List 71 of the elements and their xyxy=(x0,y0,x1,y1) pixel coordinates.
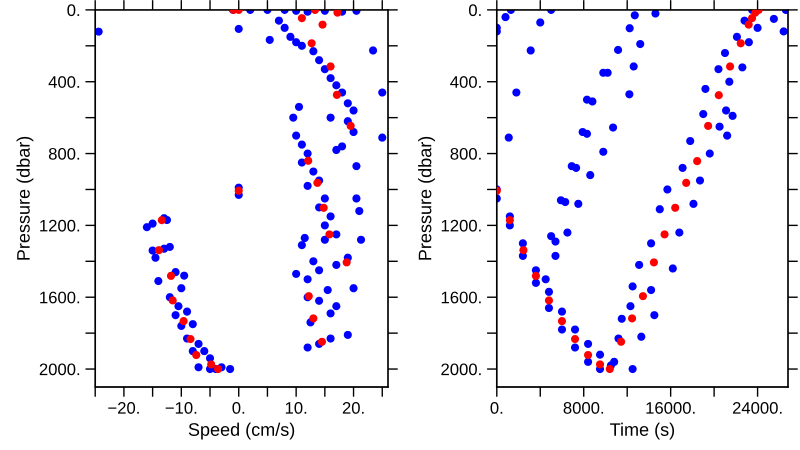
y-tick-label: 400. xyxy=(48,76,80,88)
y-tick-label: 2000. xyxy=(40,363,80,376)
x-tick-label: 16000. xyxy=(646,402,695,414)
y-tick-label: 1600. xyxy=(442,292,481,304)
point xyxy=(693,157,702,166)
point xyxy=(318,20,327,29)
point xyxy=(584,350,592,360)
point xyxy=(234,186,243,195)
point xyxy=(617,338,626,346)
x-tick-label: −10. xyxy=(166,402,196,414)
point xyxy=(596,360,604,368)
point xyxy=(325,230,334,238)
x-tick-label: 0. xyxy=(490,402,502,414)
point xyxy=(346,122,355,130)
y-tick-label: 800. xyxy=(48,148,80,160)
y-tick-label: 0. xyxy=(67,4,80,16)
point xyxy=(628,314,636,322)
point xyxy=(660,230,669,238)
point xyxy=(214,364,222,374)
point xyxy=(308,39,316,48)
x-tick-label: 10. xyxy=(286,402,306,414)
y-tick-label: 0. xyxy=(468,4,481,16)
point xyxy=(714,91,723,100)
point xyxy=(313,178,322,187)
point xyxy=(304,156,312,165)
point xyxy=(704,122,712,130)
point xyxy=(320,204,328,212)
y-tick-label: 800. xyxy=(450,148,481,160)
point xyxy=(333,10,342,17)
point xyxy=(506,216,514,224)
point xyxy=(186,335,195,344)
point xyxy=(309,314,318,322)
point xyxy=(207,360,216,368)
point xyxy=(726,62,734,71)
x-tick-label: 24000. xyxy=(732,402,782,414)
point xyxy=(166,272,176,280)
point xyxy=(326,62,335,71)
point xyxy=(154,246,163,254)
x-tick-label: −20. xyxy=(108,402,139,414)
x-tick-label: 0. xyxy=(232,402,244,414)
point xyxy=(570,335,580,344)
y-tick-label: 2000. xyxy=(441,363,481,376)
point xyxy=(544,296,554,304)
point xyxy=(158,216,166,224)
point xyxy=(682,178,690,187)
point xyxy=(342,258,351,266)
y-tick-label: 400. xyxy=(450,76,481,88)
point xyxy=(532,272,540,280)
y-axis-title: Pressure (dbar) xyxy=(418,136,435,260)
x-axis-title: Speed (cm/s) xyxy=(188,422,294,440)
point xyxy=(744,20,753,29)
y-tick-label: 1600. xyxy=(40,292,80,304)
y-tick-label: 1200. xyxy=(442,220,481,232)
point xyxy=(192,350,200,360)
point xyxy=(650,258,658,266)
y-axis-title: Pressure (dbar) xyxy=(16,136,34,260)
point xyxy=(298,14,306,22)
point xyxy=(671,204,680,212)
point xyxy=(519,246,528,254)
x-tick-label: 20. xyxy=(342,402,364,414)
point xyxy=(638,292,647,300)
point xyxy=(736,39,745,48)
point xyxy=(558,317,566,326)
x-axis-title: Time (s) xyxy=(610,422,674,440)
point xyxy=(168,296,177,304)
point xyxy=(606,364,614,374)
point xyxy=(180,317,188,326)
y-tick-label: 1200. xyxy=(40,220,80,232)
x-tick-label: 8000. xyxy=(564,402,604,414)
point xyxy=(318,338,326,346)
point xyxy=(332,90,341,99)
